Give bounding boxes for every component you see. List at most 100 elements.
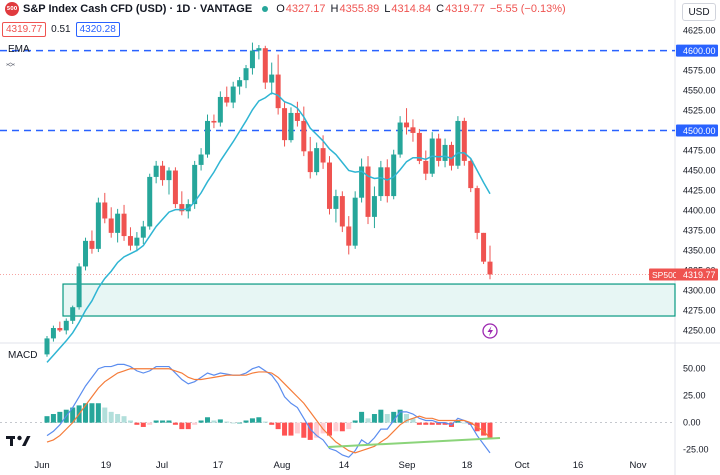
macd-histogram-bar: [461, 422, 467, 424]
divergence-trendline[interactable]: [327, 437, 501, 448]
macd-indicator-label[interactable]: MACD: [8, 350, 38, 361]
event-lightning-icon[interactable]: [482, 323, 498, 339]
candle: [50, 325, 56, 342]
support-zone[interactable]: [62, 283, 676, 317]
macd-histogram-bar: [115, 414, 121, 423]
price-tick-label: 4575.00: [683, 66, 716, 76]
candle-body: [423, 160, 429, 174]
macd-tick-label: 25.00: [683, 391, 706, 401]
candle-body: [275, 74, 281, 109]
candle: [44, 336, 50, 357]
macd-histogram-bar: [346, 422, 352, 430]
candle-body: [468, 160, 474, 189]
candle-body: [461, 120, 467, 161]
macd-histogram-bar: [217, 419, 223, 423]
candle-body: [371, 196, 377, 217]
candle: [205, 114, 211, 158]
macd-tick-label: 50.00: [683, 364, 706, 374]
macd-histogram-bar: [147, 422, 153, 425]
candle: [378, 160, 384, 201]
macd-histogram-bar: [160, 420, 166, 423]
macd-tick-label: -25.00: [683, 445, 709, 455]
candle: [468, 158, 474, 193]
macd-histogram-bar: [121, 416, 127, 423]
macd-line: [46, 363, 491, 458]
candle: [487, 245, 493, 280]
collapse-legend-icon[interactable]: ︿: [6, 57, 16, 67]
time-tick-label: 19: [101, 460, 112, 471]
symbol-title[interactable]: S&P Index Cash CFD (USD) · 1D · VANTAGE: [23, 3, 253, 15]
candle-body: [166, 170, 172, 181]
tradingview-logo-icon: [6, 435, 31, 446]
candle: [455, 116, 461, 169]
macd-histogram-bar: [326, 422, 332, 436]
time-tick-label: 16: [573, 460, 584, 471]
currency-selector[interactable]: USD: [682, 3, 716, 21]
candle-body: [179, 204, 185, 212]
sell-price-button[interactable]: 4319.77: [2, 22, 47, 37]
candle-body: [474, 188, 480, 233]
buy-price-button[interactable]: 4320.28: [75, 22, 120, 37]
candle: [179, 191, 185, 216]
candle-body: [436, 138, 442, 161]
candle-body: [134, 237, 140, 246]
macd-histogram-bar: [416, 422, 422, 425]
macd-histogram-bar: [179, 422, 185, 430]
low-value: 4314.84: [391, 3, 432, 15]
candle: [249, 42, 255, 75]
candle-body: [89, 240, 95, 249]
candle: [275, 54, 281, 115]
level-price-tag[interactable]: [676, 44, 718, 57]
close-value: 4319.77: [445, 3, 485, 15]
candle: [153, 160, 159, 184]
candle-body: [160, 165, 166, 181]
candle-body: [224, 96, 230, 103]
macd-histogram-bar: [352, 420, 358, 423]
candle-body: [115, 213, 121, 233]
last-price-text: 4319.77: [683, 270, 716, 280]
candle-body: [359, 166, 365, 198]
macd-histogram-bar: [153, 420, 159, 423]
macd-histogram-bar: [44, 416, 50, 423]
macd-histogram-bar: [481, 422, 487, 436]
candle-body: [448, 144, 454, 166]
candle-body: [121, 213, 127, 237]
macd-histogram-bar: [359, 411, 365, 423]
macd-histogram-bar: [230, 422, 236, 424]
candle: [217, 91, 223, 127]
candle-body: [442, 144, 448, 161]
macd-histogram-bar: [269, 422, 275, 425]
candle-body: [333, 196, 339, 209]
level-price-tag[interactable]: [676, 124, 718, 137]
candle-body: [108, 218, 114, 233]
candle: [429, 132, 435, 177]
price-tick-label: 4550.00: [683, 86, 716, 96]
last-price-tag[interactable]: [676, 268, 718, 281]
candle-body: [307, 151, 313, 173]
candle: [70, 305, 76, 325]
time-tick-label: 17: [213, 460, 224, 471]
candle-body: [320, 148, 326, 163]
open-value: 4327.17: [285, 3, 326, 15]
macd-histogram-bar: [185, 422, 191, 430]
candle: [237, 76, 243, 95]
low-label: L: [384, 3, 391, 15]
macd-histogram-bar: [262, 421, 268, 423]
candle-body: [288, 112, 294, 141]
time-tick-label: Nov: [630, 460, 647, 471]
macd-histogram-bar: [140, 422, 146, 427]
macd-histogram-bar: [339, 422, 345, 432]
macd-histogram-bar: [384, 414, 390, 423]
candle: [63, 318, 69, 335]
candle-body: [282, 108, 288, 141]
candle-body: [269, 74, 275, 83]
candle-body: [44, 338, 50, 355]
ema-indicator-label[interactable]: EMA: [8, 44, 30, 55]
candle: [461, 117, 467, 166]
macd-histogram-bar: [166, 420, 172, 423]
macd-histogram-bar: [442, 422, 448, 425]
candle-body: [294, 112, 300, 121]
time-tick-label: Sep: [399, 460, 416, 471]
macd-histogram-bar: [404, 414, 410, 423]
